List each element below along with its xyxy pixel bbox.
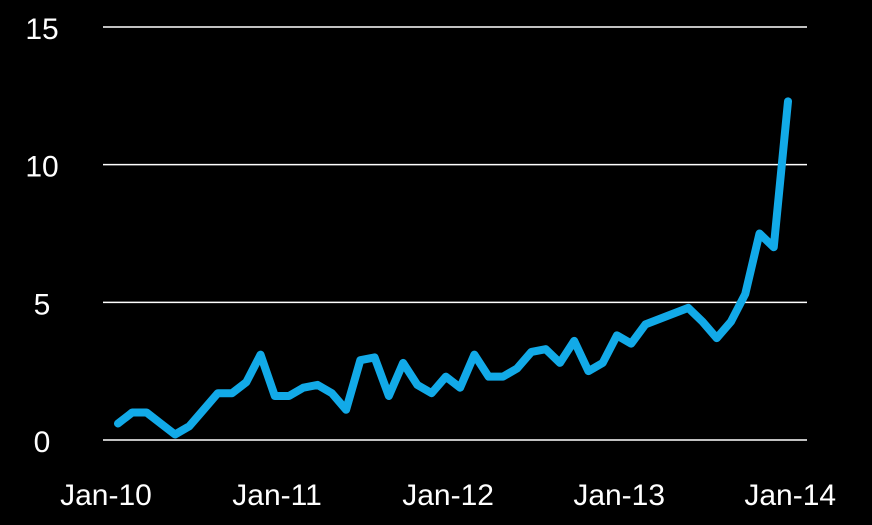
y-tick-label: 15 bbox=[25, 13, 58, 46]
x-tick-label: Jan-11 bbox=[232, 479, 322, 512]
x-tick-label: Jan-13 bbox=[573, 479, 665, 512]
x-tick-label: Jan-14 bbox=[744, 479, 836, 512]
x-tick-label: Jan-10 bbox=[60, 479, 152, 512]
y-tick-label: 5 bbox=[34, 288, 51, 321]
x-tick-label: Jan-12 bbox=[402, 479, 494, 512]
y-tick-label: 10 bbox=[25, 151, 58, 184]
line-series bbox=[114, 97, 792, 439]
y-tick-label: 0 bbox=[34, 426, 51, 459]
